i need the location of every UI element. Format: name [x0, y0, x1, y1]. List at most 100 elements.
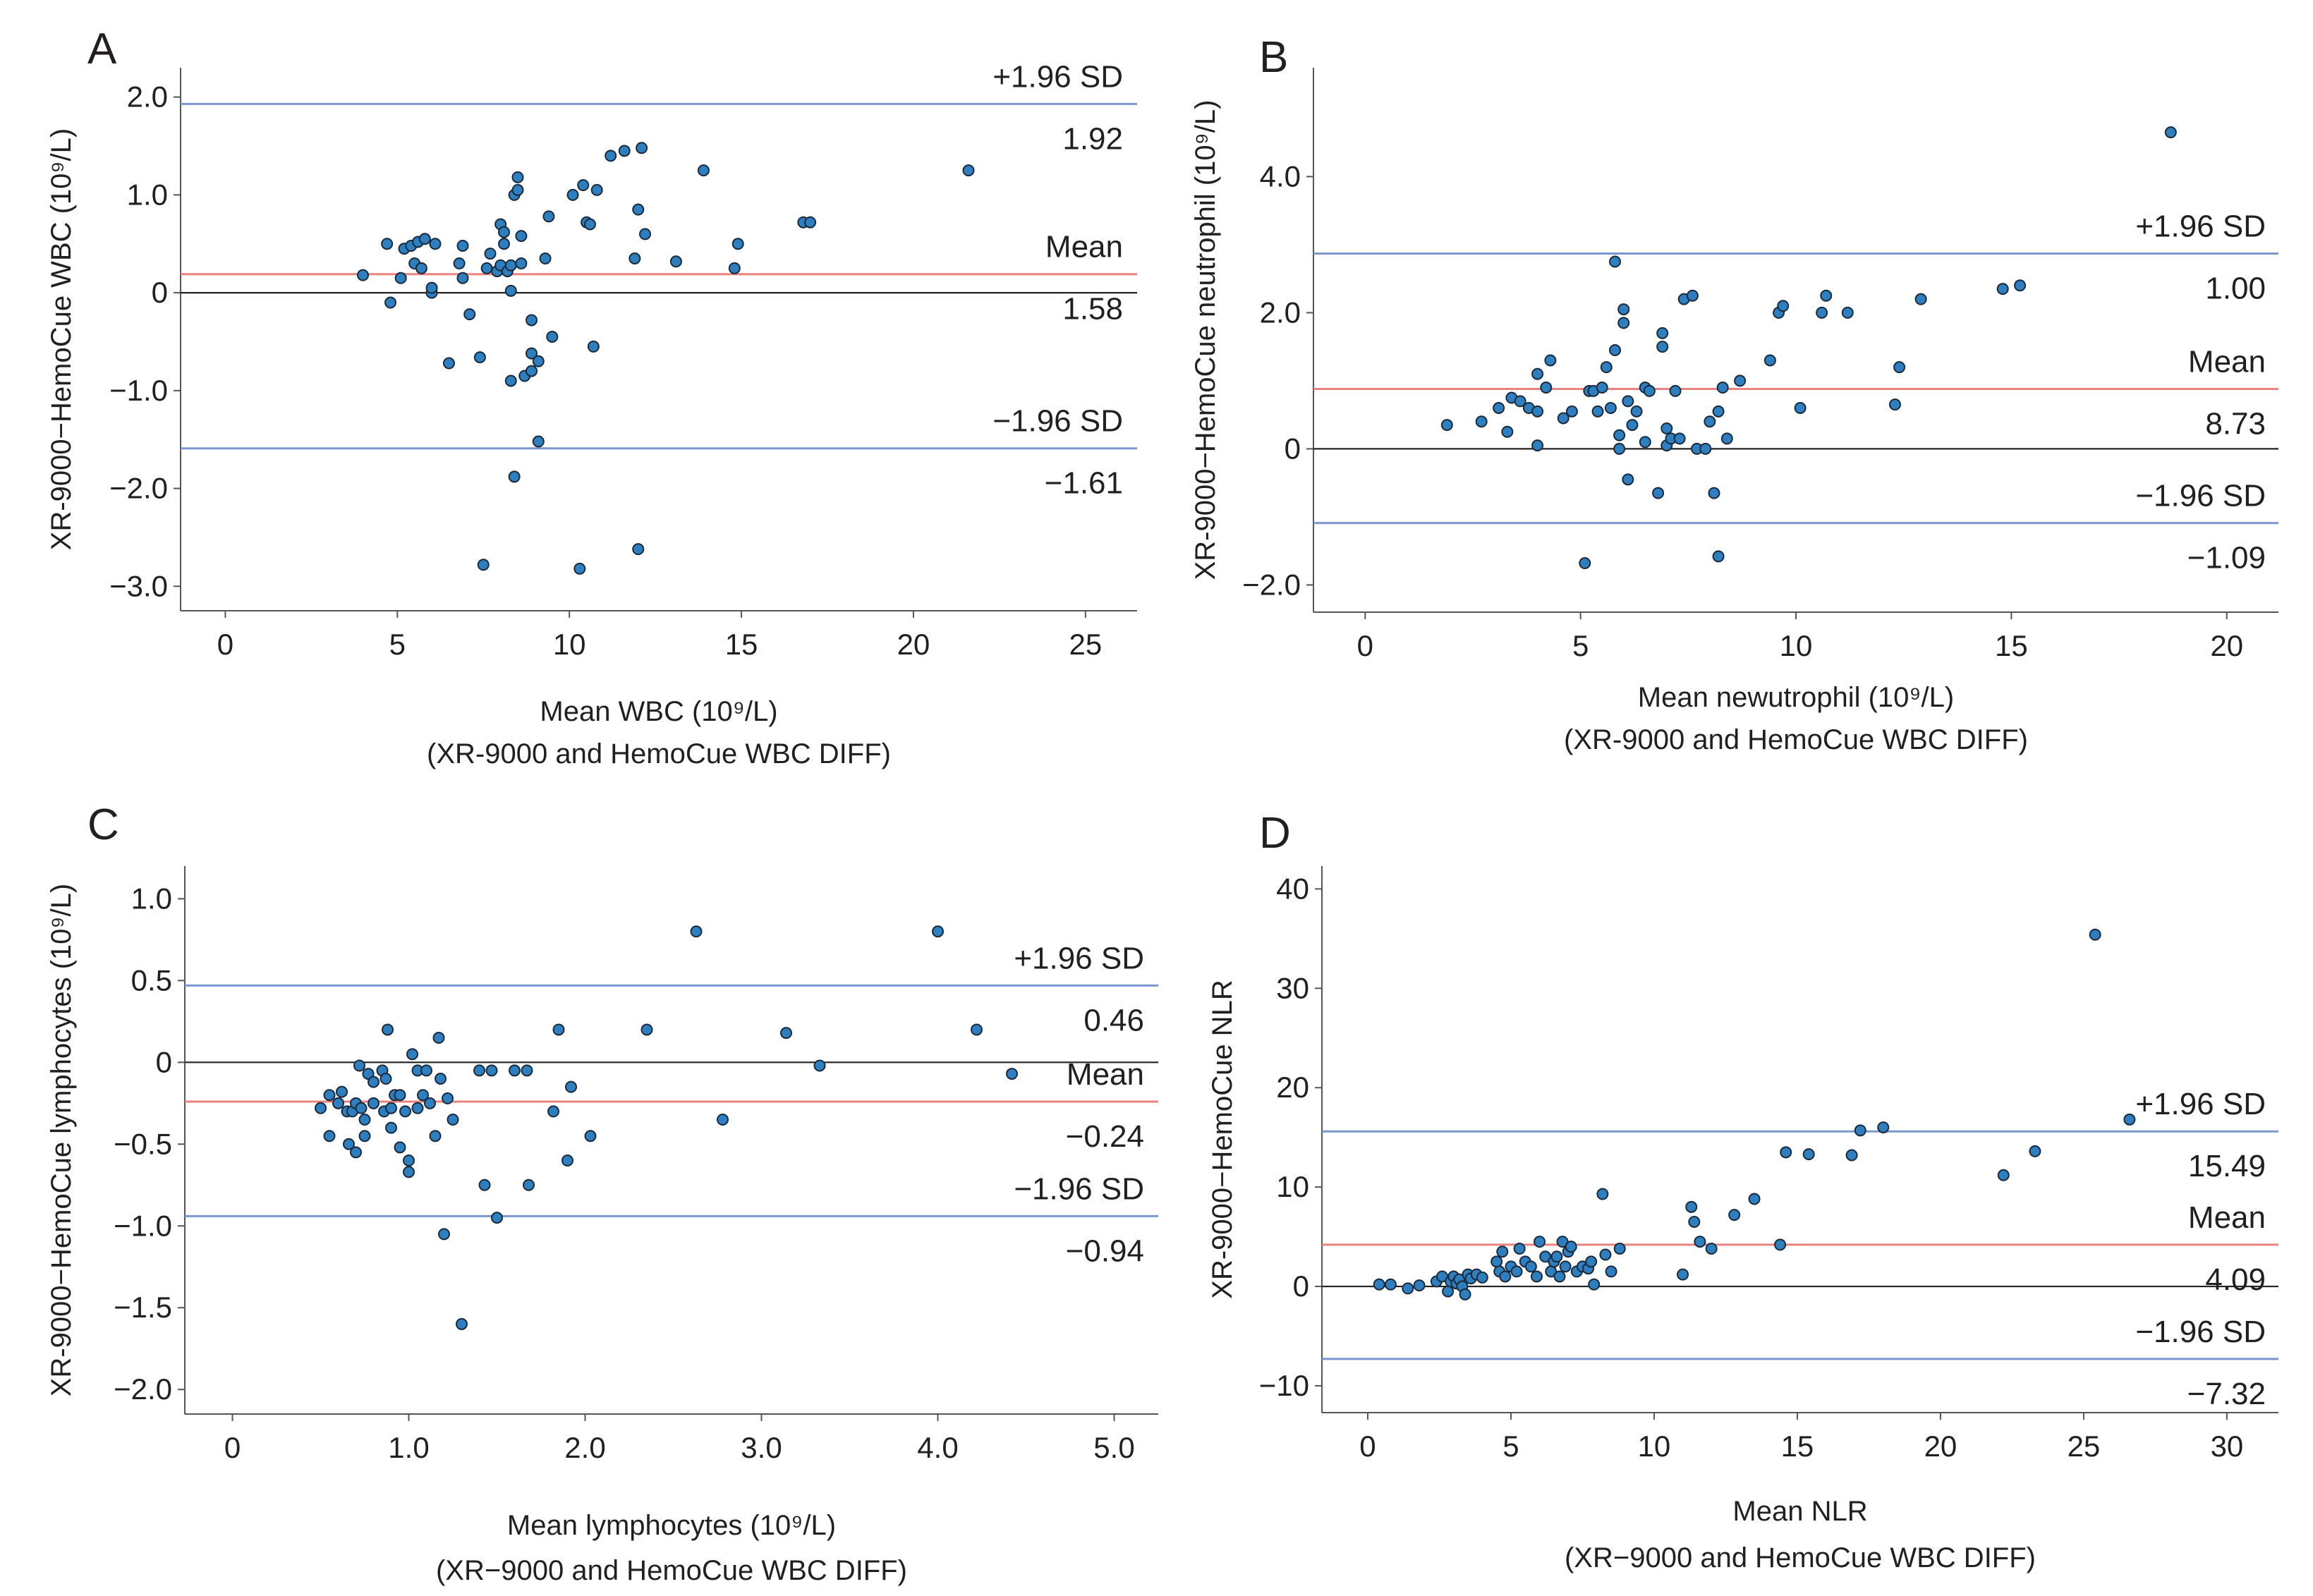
panel-c-mean-value: −0.24: [1066, 1119, 1144, 1154]
panel-a-data-point: [526, 365, 538, 377]
panel-a-y-tick-label: −2.0: [109, 472, 168, 505]
panel-b-data-point: [1475, 415, 1488, 428]
panel-b-data-point: [1626, 419, 1639, 432]
panel-c-data-point: [368, 1076, 380, 1088]
panel-a-data-point: [384, 296, 397, 309]
panel-b-data-point: [1841, 306, 1854, 319]
panel-d-lower-label: −1.96 SD: [2135, 1315, 2266, 1349]
panel-b-upper-value: 1.00: [2205, 271, 2266, 305]
panel-c-data-point: [478, 1178, 491, 1191]
panel-d-data-point: [1510, 1265, 1523, 1278]
panel-b-upper-label: +1.96 SD: [2135, 209, 2266, 243]
panel-d-data-point: [1705, 1243, 1718, 1255]
panel-a-y-tick-label: −3.0: [109, 569, 168, 602]
panel-d-x-tick-label: 0: [1359, 1430, 1376, 1463]
panel-c-lower-value: −0.94: [1066, 1233, 1144, 1268]
panel-b-data-point: [1699, 442, 1712, 455]
panel-c-x-axis-subtitle: (XR−9000 and HemoCue WBC DIFF): [436, 1555, 907, 1586]
panel-b-data-point: [1712, 405, 1725, 418]
panel-d-data-point: [1728, 1209, 1741, 1222]
panel-c-data-point: [332, 1097, 344, 1109]
panel-d-x-tick-label: 15: [1781, 1430, 1814, 1463]
panel-a-data-point: [632, 203, 645, 216]
panel-a-data-point: [515, 257, 528, 269]
panel-b-mean-value: 8.73: [2205, 406, 2266, 441]
panel-b-data-point: [1440, 419, 1453, 432]
panel-d-data-point: [1845, 1149, 1858, 1162]
panel-c-data-point: [552, 1023, 565, 1036]
panel-a-x-tick-label: 20: [897, 628, 930, 661]
panel-b-data-point: [1617, 303, 1630, 316]
panel-d-x-tick-label: 5: [1502, 1430, 1519, 1463]
panel-a-data-point: [504, 374, 517, 387]
panel-a-data-point: [415, 262, 427, 274]
panel-b-data-point: [1604, 402, 1617, 414]
panel-b-data-point: [1531, 405, 1544, 418]
panel-a-data-point: [508, 470, 521, 483]
panel-d-data-point: [1499, 1270, 1512, 1283]
panel-d-data-point: [1553, 1270, 1566, 1283]
panel-d-mean-value: 4.09: [2205, 1262, 2266, 1297]
panel-c-x-tick-label: 1.0: [388, 1431, 429, 1464]
panel-c-data-point: [641, 1023, 653, 1036]
panel-c-data-point: [368, 1097, 380, 1109]
panel-d-data-point: [1442, 1285, 1455, 1298]
panel-c-y-tick-label: −0.5: [114, 1127, 172, 1160]
panel-a-data-point: [587, 340, 600, 353]
panel-c-mean-label: Mean: [1067, 1057, 1144, 1092]
panel-d-data-point: [1599, 1248, 1612, 1261]
panel-c-data-point: [417, 1089, 429, 1102]
panel-c-y-tick-label: 1.0: [131, 882, 172, 915]
panel-a-data-point: [962, 164, 975, 177]
panel-b-data-point: [1501, 425, 1514, 438]
panel-a-data-point: [484, 248, 497, 260]
panel-a-data-point: [480, 262, 493, 274]
panel-b-data-point: [1888, 398, 1901, 411]
panel-c-data-point: [394, 1089, 406, 1102]
panel-a-data-point: [473, 351, 486, 364]
panel-a-data-point: [526, 314, 538, 327]
panel-b-data-point: [1656, 327, 1669, 339]
panel-a-lower-label: −1.96 SD: [992, 404, 1123, 439]
panel-b-data-point: [1557, 412, 1570, 425]
panel-d-data-point: [1585, 1255, 1598, 1268]
panel-c-data-point: [547, 1105, 559, 1118]
panel-a-letter: A: [87, 25, 117, 73]
panel-b-letter: B: [1259, 33, 1288, 82]
panel-c-data-point: [447, 1114, 459, 1126]
panel-c-data-point: [429, 1130, 442, 1143]
panel-d-data-point: [1534, 1236, 1546, 1248]
panel-b-data-point: [1540, 382, 1553, 394]
panel-b-lower-value: −1.09: [2187, 541, 2266, 575]
panel-d-data-point: [1588, 1278, 1601, 1291]
panel-a-data-point: [532, 435, 545, 448]
panel-c-data-point: [315, 1102, 327, 1114]
panel-d-data-point: [1802, 1148, 1815, 1161]
panel-b-data-point: [1565, 405, 1578, 418]
panel-b-data-point: [1720, 432, 1733, 445]
panel-d-data-point: [1688, 1215, 1701, 1228]
panel-b-data-point: [1816, 306, 1828, 319]
panel-b-data-point: [1514, 395, 1526, 408]
panel-b-data-point: [1686, 289, 1699, 302]
panel-b-data-point: [1596, 382, 1608, 394]
panel-b-data-point: [1630, 405, 1643, 418]
panel-a-data-point: [566, 188, 579, 201]
panel-c-x-tick-label: 3.0: [741, 1431, 782, 1464]
panel-c-lower-label: −1.96 SD: [1014, 1171, 1144, 1206]
panel-d-x-axis-subtitle: (XR−9000 and HemoCue WBC DIFF): [1565, 1542, 2036, 1573]
panel-d-data-point: [1748, 1193, 1761, 1205]
panel-d-y-tick-label: 20: [1276, 1071, 1309, 1104]
panel-d-data-point: [1780, 1146, 1792, 1159]
panel-c-data-point: [350, 1146, 362, 1159]
panel-a-data-point: [731, 238, 744, 250]
panel-c-y-tick-label: −2.0: [114, 1372, 172, 1406]
panel-a-data-point: [577, 178, 590, 191]
panel-b-x-tick-label: 20: [2210, 629, 2243, 662]
panel-a-data-point: [638, 228, 651, 240]
panel-d-letter: D: [1259, 809, 1291, 858]
panel-a-lower-value: −1.61: [1045, 466, 1123, 501]
panel-a-data-point: [504, 259, 517, 272]
panel-b-data-point: [1777, 300, 1790, 312]
panel-b-data-point: [1652, 487, 1665, 499]
